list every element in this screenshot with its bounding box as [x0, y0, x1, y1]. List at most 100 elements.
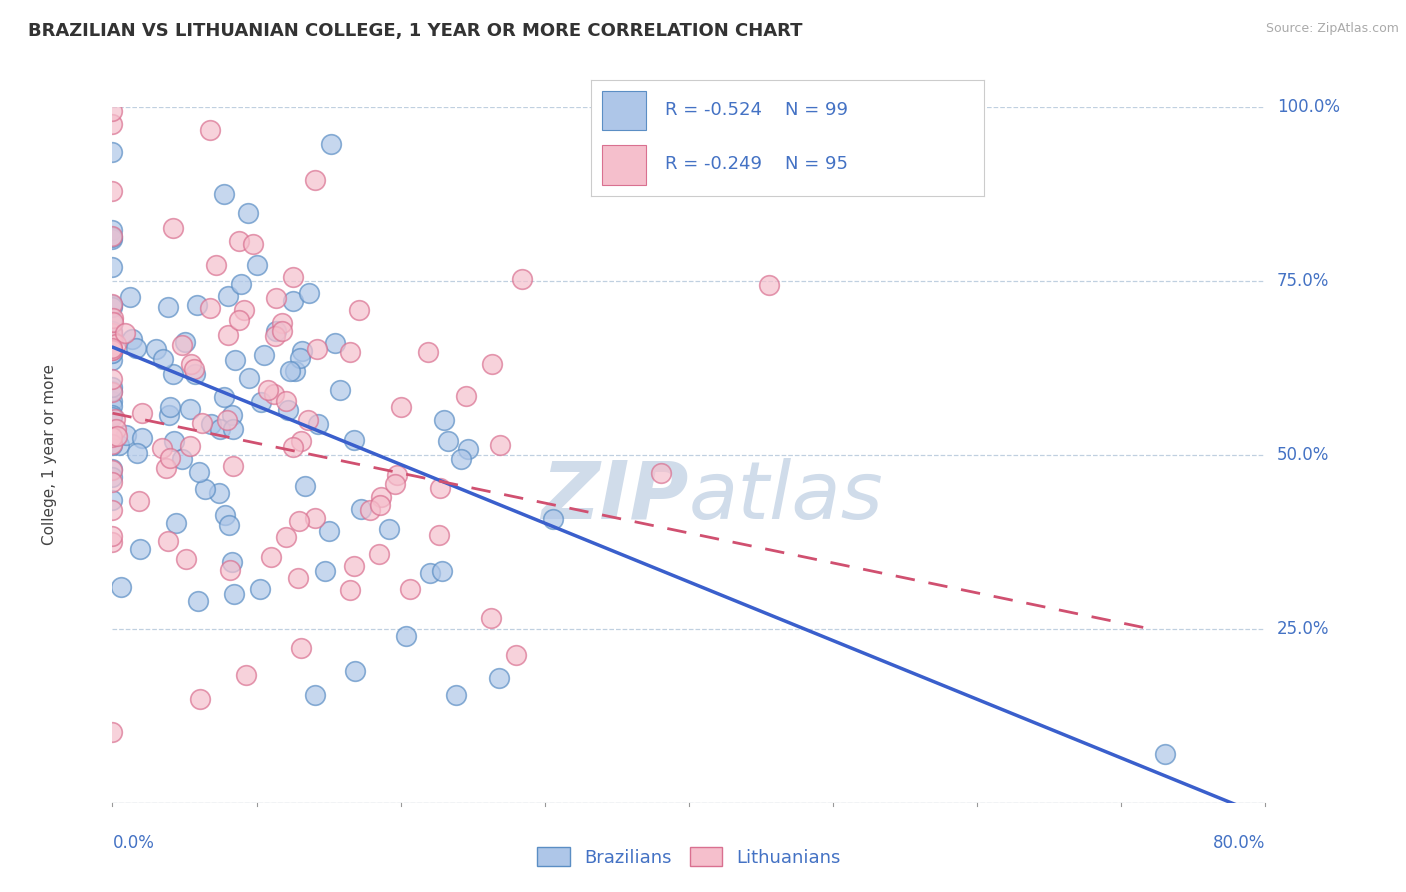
Point — [188, 465, 211, 479]
Point — [157, 300, 180, 314]
Point — [101, 228, 124, 243]
Point — [115, 428, 138, 442]
Point — [101, 372, 124, 386]
Point — [205, 258, 228, 272]
Point — [457, 442, 479, 457]
Point — [294, 478, 316, 492]
Point — [101, 345, 124, 359]
Point — [174, 552, 197, 566]
Point — [221, 555, 243, 569]
Text: ZIP: ZIP — [541, 458, 689, 536]
Point — [271, 324, 294, 338]
Point — [101, 223, 124, 237]
Point — [173, 334, 195, 349]
FancyBboxPatch shape — [602, 91, 645, 130]
Point — [101, 529, 124, 543]
Point — [304, 688, 326, 702]
Point — [217, 289, 239, 303]
Point — [101, 380, 124, 394]
Point — [228, 234, 250, 248]
Point — [131, 431, 153, 445]
Point — [198, 301, 221, 315]
Point — [288, 514, 311, 528]
Point — [101, 408, 124, 422]
Point — [107, 438, 129, 452]
Point — [318, 524, 340, 538]
Point — [101, 117, 124, 131]
Point — [101, 103, 124, 118]
Point — [101, 343, 124, 357]
Point — [101, 298, 124, 312]
Text: 0.0%: 0.0% — [112, 834, 155, 852]
Point — [101, 353, 124, 368]
Point — [101, 535, 124, 549]
Point — [232, 303, 254, 318]
Point — [200, 417, 222, 431]
Point — [105, 428, 128, 442]
Point — [304, 172, 326, 186]
Text: 75.0%: 75.0% — [1277, 272, 1329, 290]
Point — [433, 413, 456, 427]
Point — [101, 470, 124, 484]
Point — [101, 315, 124, 329]
Point — [218, 518, 240, 533]
Text: atlas: atlas — [689, 458, 884, 536]
Point — [395, 629, 418, 643]
Point — [280, 364, 302, 378]
Point — [188, 691, 211, 706]
Point — [307, 417, 329, 431]
Point — [343, 665, 366, 679]
Point — [263, 386, 285, 401]
Text: 50.0%: 50.0% — [1277, 446, 1329, 464]
Point — [219, 563, 242, 577]
Point — [101, 145, 124, 159]
Point — [128, 494, 150, 508]
Point — [325, 336, 347, 351]
Legend: Brazilians, Lithuanians: Brazilians, Lithuanians — [530, 839, 848, 874]
Point — [101, 232, 124, 246]
Point — [260, 550, 283, 565]
Point — [314, 564, 336, 578]
Point — [541, 512, 564, 526]
Point — [209, 422, 232, 436]
Point — [105, 336, 128, 351]
Point — [101, 437, 124, 451]
Point — [274, 530, 297, 544]
Point — [758, 277, 780, 292]
Point — [256, 383, 278, 397]
Point — [385, 467, 408, 482]
Point — [277, 403, 299, 417]
Point — [297, 413, 319, 427]
Point — [170, 338, 193, 352]
Point — [186, 298, 208, 312]
Point — [264, 328, 287, 343]
Point — [190, 416, 212, 430]
Point — [170, 451, 193, 466]
Text: 100.0%: 100.0% — [1277, 98, 1340, 116]
Point — [427, 528, 450, 542]
Point — [510, 272, 533, 286]
Point — [343, 559, 366, 574]
Point — [179, 402, 201, 417]
Point — [347, 303, 370, 318]
Point — [194, 482, 217, 496]
Point — [101, 326, 124, 341]
Point — [298, 286, 321, 301]
Point — [125, 446, 148, 460]
Point — [101, 341, 124, 355]
Point — [101, 334, 124, 348]
Point — [249, 582, 271, 596]
Point — [129, 542, 152, 557]
Point — [242, 236, 264, 251]
Point — [416, 345, 439, 359]
Point — [125, 341, 148, 355]
Text: College, 1 year or more: College, 1 year or more — [42, 365, 56, 545]
Point — [208, 486, 231, 500]
Point — [284, 364, 307, 378]
Point — [488, 671, 510, 685]
Point — [271, 316, 294, 330]
Point — [229, 277, 252, 292]
Point — [349, 501, 371, 516]
Point — [101, 399, 124, 413]
Point — [212, 390, 235, 404]
